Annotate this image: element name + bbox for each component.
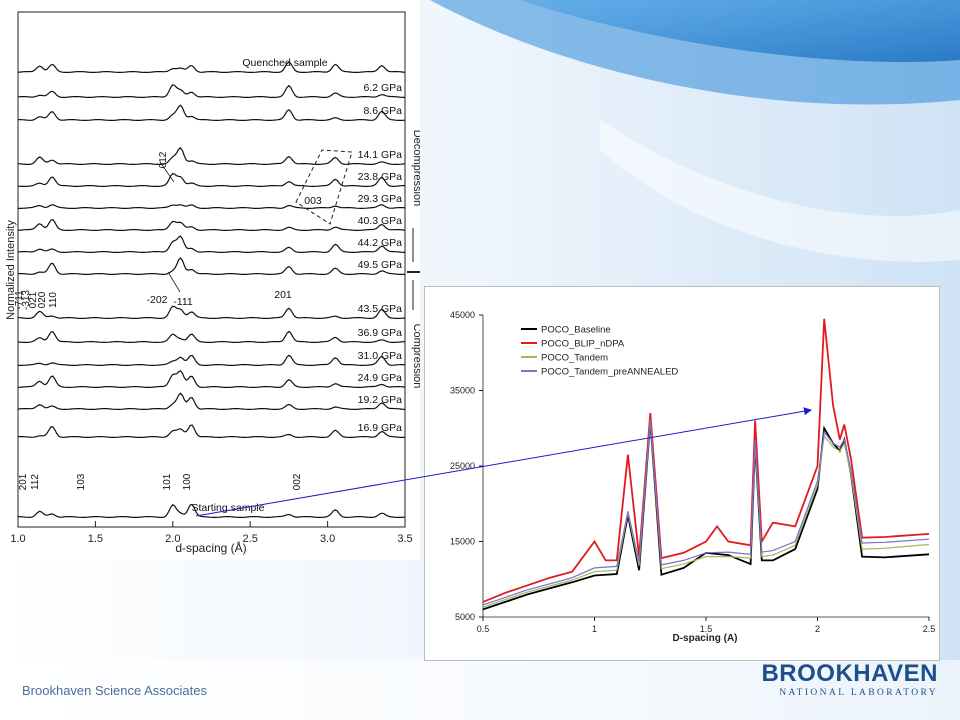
pressure-trace	[18, 104, 406, 121]
pressure-label: 43.5 GPa	[358, 303, 403, 315]
left-chart-svg: 1.0 1.5 2.0 2.5 3.0 3.5 Quenched sample 6.2 GP…	[5, 11, 423, 555]
pressure-trace	[17, 146, 406, 165]
peak-index-label: 020	[37, 291, 48, 308]
pressure-label: 19.2 GPa	[358, 394, 403, 406]
peak-index-label: 002	[292, 473, 303, 490]
right-y-tick-label: 25000	[450, 461, 475, 471]
pressure-label: 44.2 GPa	[358, 237, 403, 249]
series-line-POCO_BLIP_nDPA	[482, 318, 930, 603]
left-x-tick-label: 1.5	[88, 533, 103, 545]
peak-label: 003	[304, 195, 322, 207]
peak-index-label: 103	[76, 473, 87, 490]
pressure-trace	[17, 305, 406, 320]
series-line-POCO_Tandem	[482, 420, 930, 608]
right-x-tick-label: 2	[815, 624, 820, 634]
pressure-trace	[17, 83, 405, 99]
series-line-POCO_Baseline	[482, 420, 930, 611]
arrow-line	[195, 407, 812, 517]
pressure-label: 16.9 GPa	[358, 422, 403, 434]
right-x-tick-label: 1.5	[700, 624, 713, 634]
right-y-tick-label: 35000	[450, 386, 475, 396]
pressure-label: 23.8 GPa	[358, 171, 403, 183]
right-x-tick-label: 1	[592, 624, 597, 634]
peak-index-label: -313	[21, 290, 32, 310]
pressure-trace	[17, 235, 405, 253]
pressure-trace	[18, 204, 406, 209]
pressure-trace	[17, 172, 405, 188]
pressure-trace	[17, 370, 406, 389]
right-y-tick-label: 45000	[450, 310, 475, 320]
left-x-tick-label: 3.5	[397, 533, 412, 545]
peak-index-label: 110	[48, 292, 59, 308]
pressure-label: 49.5 GPa	[358, 259, 403, 271]
left-y-axis-label: Normalized Intensity	[5, 220, 17, 320]
right-y-tick-label: 5000	[455, 612, 475, 622]
peak-label: 201	[274, 289, 292, 301]
brookhaven-logo: BROOKHAVEN NATIONAL LABORATORY	[761, 660, 938, 704]
left-diffraction-chart: 1.0 1.5 2.0 2.5 3.0 3.5 Quenched sample 6.2 GP…	[0, 0, 423, 560]
peak-012-leader	[159, 161, 175, 183]
pressure-trace	[17, 330, 406, 343]
peak-index-label: -711	[14, 290, 25, 310]
pressure-label: 8.6 GPa	[363, 105, 402, 117]
pressure-label: 14.1 GPa	[358, 149, 403, 161]
pressure-trace	[17, 424, 405, 439]
peak-111-leader	[167, 271, 181, 293]
logo-sub-text: NATIONAL LABORATORY	[779, 688, 938, 698]
peak-index-label: 021	[28, 291, 39, 308]
logo-main-text: BROOKHAVEN	[761, 660, 938, 687]
pressure-label: 40.3 GPa	[358, 215, 403, 227]
peak-label: -202	[146, 294, 167, 306]
left-x-tick-label: 3.0	[320, 533, 335, 545]
left-x-tick-label: 2.0	[165, 533, 180, 545]
pressure-trace	[17, 218, 406, 232]
peak-label: -111	[173, 296, 193, 308]
peak-index-label: 112	[30, 474, 41, 490]
pressure-label: 29.3 GPa	[358, 193, 403, 205]
right-x-axis-label: D-spacing (A)	[673, 633, 738, 644]
pressure-label: 6.2 GPa	[363, 82, 402, 94]
right-x-tick-label: 2.5	[923, 624, 936, 634]
peak-index-label: 201	[18, 473, 29, 490]
pressure-label: Quenched sample	[242, 57, 327, 69]
peak-index-label: 100	[182, 473, 193, 490]
pressure-trace	[17, 392, 406, 410]
right-x-tick-label: 0.5	[477, 624, 490, 634]
left-x-tick-label: 1.0	[10, 533, 25, 545]
pressure-trace	[18, 256, 406, 276]
peak-index-label: 101	[162, 473, 173, 490]
pressure-label: 36.9 GPa	[358, 327, 403, 339]
series-line-POCO_Tandem_preANNEALED	[482, 419, 930, 606]
pressure-trace	[17, 61, 406, 73]
pressure-label: 24.9 GPa	[358, 372, 403, 384]
pressure-trace	[17, 354, 406, 366]
pressure-label: Starting sample	[192, 502, 265, 514]
right-y-tick-label: 15000	[450, 537, 475, 547]
legend-entry: POCO_BLIP_nDPA	[541, 339, 625, 350]
right-chart-svg: 0.5 1 1.5 2 2.5 5000 15000 25000 35000 45000 POCO…	[450, 310, 936, 644]
pressure-trace	[18, 503, 406, 519]
legend-entry: POCO_Tandem	[541, 353, 608, 364]
left-plot-frame	[17, 11, 406, 528]
peak-index-label: 012	[158, 151, 169, 168]
pressure-label: 31.0 GPa	[358, 350, 403, 362]
left-x-axis-label: d-spacing (Å)	[175, 540, 246, 555]
legend-entry: POCO_Tandem_preANNEALED	[541, 367, 678, 378]
legend-entry: POCO_Baseline	[541, 325, 611, 336]
left-x-tick-label: 2.5	[243, 533, 258, 545]
right-comparison-chart: 0.5 1 1.5 2 2.5 5000 15000 25000 35000 45000 POCO…	[424, 286, 940, 661]
footer-org-name: Brookhaven Science Associates	[22, 683, 207, 698]
peak-003-dashed-box	[295, 149, 353, 225]
